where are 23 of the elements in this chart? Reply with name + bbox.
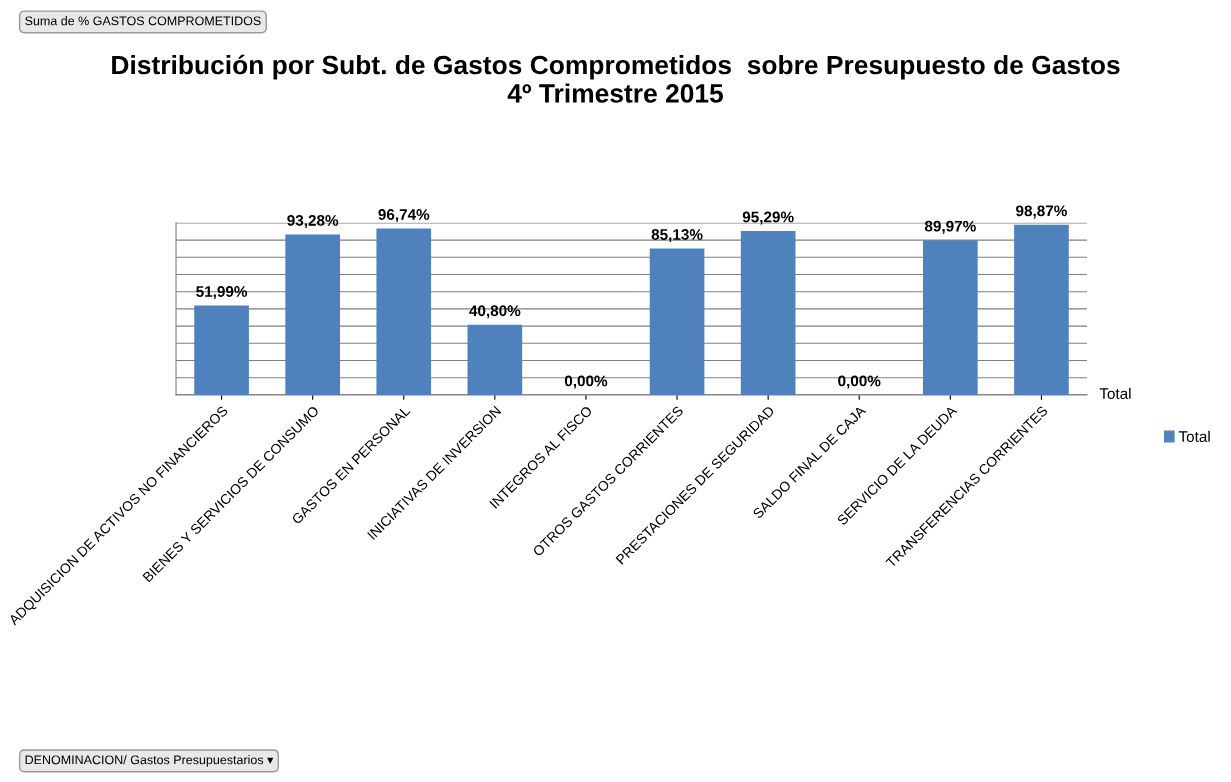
data-label: 89,97%: [924, 220, 976, 234]
text: DENOMINACION/ Gastos Presupuestarios ▾: [25, 755, 274, 767]
data-label: 40,80%: [469, 305, 521, 319]
bar: [1014, 224, 1069, 395]
text: Suma de % GASTOS COMPROMETIDOS: [25, 16, 261, 26]
data-label: 93,28%: [287, 215, 339, 229]
bar: [923, 240, 978, 395]
bar: [285, 234, 340, 395]
bar: [467, 324, 523, 395]
data-label: 98,87%: [1016, 205, 1067, 219]
data-label: 95,29%: [742, 211, 794, 225]
data-label: 0,00%: [564, 375, 608, 389]
data-label: 96,74%: [378, 209, 430, 223]
chart-title: Distribución por Subt. de Gastos Comprometidos sobre Presupuesto de Gastos 4º Trimestre 2015: [112, 54, 1120, 103]
bar: [740, 230, 796, 395]
data-label: 51,99%: [196, 286, 248, 300]
bar: [376, 228, 432, 395]
data-label: 85,13%: [651, 229, 703, 243]
text: Total: [1099, 387, 1131, 400]
bar: [194, 305, 249, 395]
legend-label: Total: [1178, 430, 1210, 443]
bar: [649, 248, 705, 395]
data-label: 0,00%: [838, 375, 881, 389]
